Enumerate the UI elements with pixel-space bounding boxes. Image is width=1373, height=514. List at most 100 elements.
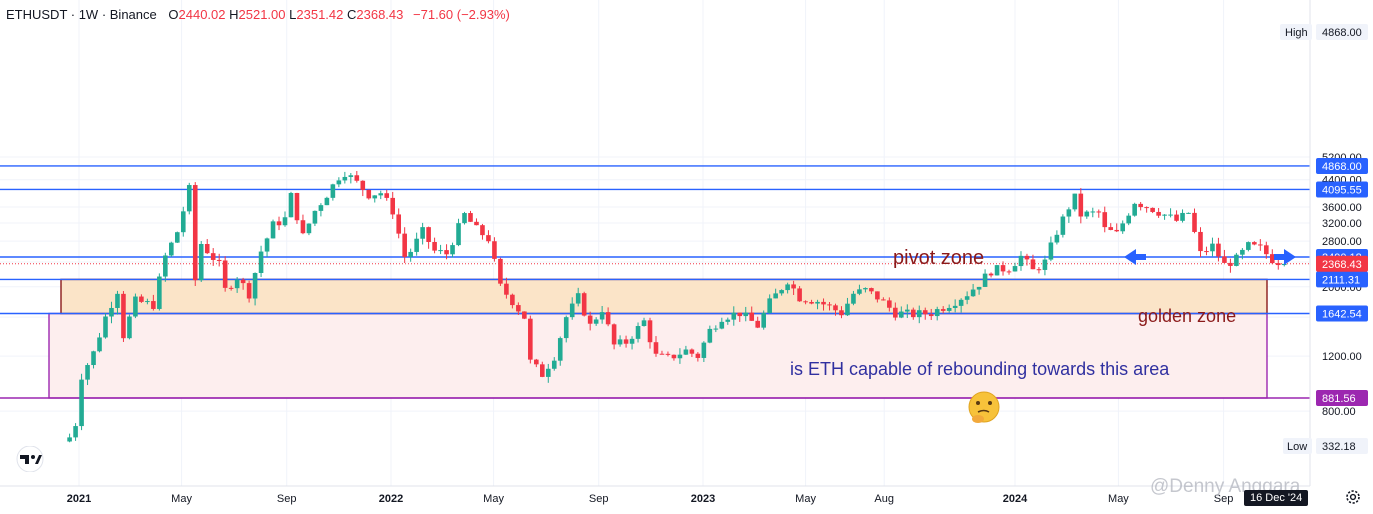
- candle: [336, 177, 342, 188]
- candle: [240, 277, 246, 290]
- high-label: H: [229, 7, 239, 22]
- candle-body: [958, 299, 964, 306]
- level-badge: 1642.54: [1316, 305, 1368, 322]
- candle: [1030, 254, 1036, 270]
- candle: [402, 227, 407, 264]
- candle-body: [982, 273, 988, 287]
- candle-body: [246, 283, 252, 299]
- candle-body: [869, 288, 874, 292]
- candle: [1096, 209, 1102, 218]
- candle-body: [881, 299, 886, 301]
- candle: [468, 210, 473, 222]
- candle: [342, 171, 348, 184]
- candle-body: [1042, 259, 1048, 270]
- candle: [318, 203, 324, 217]
- candle-body: [1102, 212, 1108, 228]
- tradingview-logo-icon[interactable]: [14, 446, 46, 472]
- candle-body: [928, 314, 934, 317]
- candle: [222, 256, 228, 292]
- candle: [551, 357, 557, 371]
- candle: [246, 280, 252, 303]
- candle-body: [940, 309, 946, 311]
- candle: [1006, 269, 1012, 275]
- gear-icon[interactable]: [1344, 488, 1362, 506]
- candle-body: [833, 305, 838, 311]
- candle-body: [1126, 215, 1131, 224]
- candle-body: [1108, 227, 1114, 230]
- candle: [270, 219, 276, 239]
- candle-body: [186, 185, 192, 212]
- emoji-mouth: [977, 409, 990, 413]
- candle: [151, 294, 156, 311]
- candle: [922, 307, 928, 320]
- candle-body: [617, 339, 623, 345]
- candle-body: [115, 293, 120, 308]
- candle-body: [324, 197, 330, 206]
- candle-body: [198, 243, 204, 281]
- candle-body: [318, 205, 324, 211]
- x-tick-label: May: [795, 493, 816, 505]
- candle-body: [581, 293, 587, 316]
- candle-body: [701, 342, 707, 358]
- candle: [803, 300, 808, 305]
- candle-body: [456, 223, 461, 246]
- candle: [474, 218, 479, 226]
- candle-body: [360, 180, 366, 190]
- level-badge-bg: [1316, 390, 1368, 406]
- candle: [426, 226, 431, 249]
- rebound-question-label: is ETH capable of rebounding towards thi…: [790, 359, 1170, 379]
- candle-body: [1174, 214, 1179, 221]
- candle-body: [127, 316, 132, 339]
- candle-body: [444, 250, 449, 255]
- candle: [797, 286, 802, 302]
- candle-body: [534, 359, 539, 365]
- candle: [420, 222, 425, 245]
- rebound-zone: [48, 312, 1268, 399]
- candle: [1264, 241, 1269, 259]
- candle-body: [390, 197, 396, 215]
- candle: [1108, 223, 1114, 231]
- candle-body: [1072, 193, 1078, 210]
- candle-body: [528, 318, 533, 360]
- candle-body: [1192, 212, 1197, 232]
- candle-body: [1090, 211, 1096, 213]
- candle: [946, 304, 952, 313]
- candle: [629, 336, 635, 350]
- level-badge-text: 2111.31: [1322, 274, 1360, 286]
- low-value: 332.18: [1322, 441, 1356, 453]
- candle: [815, 299, 820, 310]
- candle: [534, 358, 539, 368]
- candle: [456, 218, 461, 247]
- candle: [462, 211, 467, 225]
- candle-body: [408, 251, 413, 257]
- candle: [994, 265, 1000, 276]
- candle: [755, 316, 761, 329]
- y-tick-label: 800.00: [1322, 406, 1356, 418]
- candle-body: [1030, 259, 1036, 270]
- candle-body: [85, 365, 90, 380]
- candle-body: [569, 303, 575, 318]
- candle-body: [635, 326, 641, 339]
- candle-body: [402, 233, 407, 257]
- candle-body: [845, 303, 850, 316]
- candle-body: [1198, 231, 1203, 252]
- candle: [899, 306, 904, 319]
- candle: [1090, 207, 1096, 218]
- candle: [821, 298, 826, 311]
- candle: [450, 242, 455, 258]
- candle: [713, 325, 719, 333]
- candle: [1048, 236, 1054, 262]
- x-tick-label: 2022: [379, 493, 403, 505]
- candle: [719, 317, 725, 330]
- candle-body: [300, 220, 306, 234]
- high-label: High: [1285, 27, 1308, 39]
- candle-body: [893, 307, 898, 318]
- candle-body: [175, 232, 180, 243]
- candle: [115, 290, 120, 315]
- candle: [869, 287, 874, 295]
- candle: [863, 287, 868, 293]
- candle-body: [1018, 255, 1024, 267]
- high-value-bg: [1316, 24, 1368, 40]
- candle: [1138, 202, 1143, 211]
- candle-body: [342, 176, 348, 181]
